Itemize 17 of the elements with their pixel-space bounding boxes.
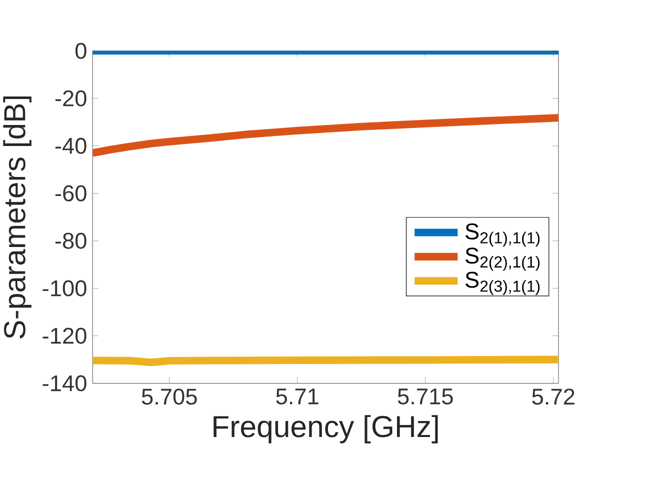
y-tick-label: -20 (55, 90, 86, 106)
x-axis-title: Frequency [GHz] (214, 414, 438, 444)
x-tick-label: 5.705 (142, 388, 197, 405)
y-tick-label: -80 (55, 232, 86, 249)
y-tick-label: -100 (42, 280, 86, 296)
x-tick-label: 5.71 (276, 388, 318, 404)
y-tick-label: 0 (76, 42, 86, 59)
y-tick-label: -120 (42, 328, 86, 344)
y-tick-label: -60 (55, 185, 86, 202)
y-axis-title: S-parameters [dB] (3, 96, 32, 338)
x-tick-label: 5.715 (398, 388, 453, 404)
legend-label: S$_{2(1),1(1)}$ (465, 223, 540, 246)
legend-label: S$_{2(3),1(1)}$ (465, 272, 540, 295)
y-tick-label: -40 (55, 138, 86, 154)
x-tick-label: 5.72 (532, 388, 574, 405)
legend-label: S$_{2(2),1(1)}$ (465, 247, 540, 271)
y-tick-label: -140 (42, 375, 86, 392)
